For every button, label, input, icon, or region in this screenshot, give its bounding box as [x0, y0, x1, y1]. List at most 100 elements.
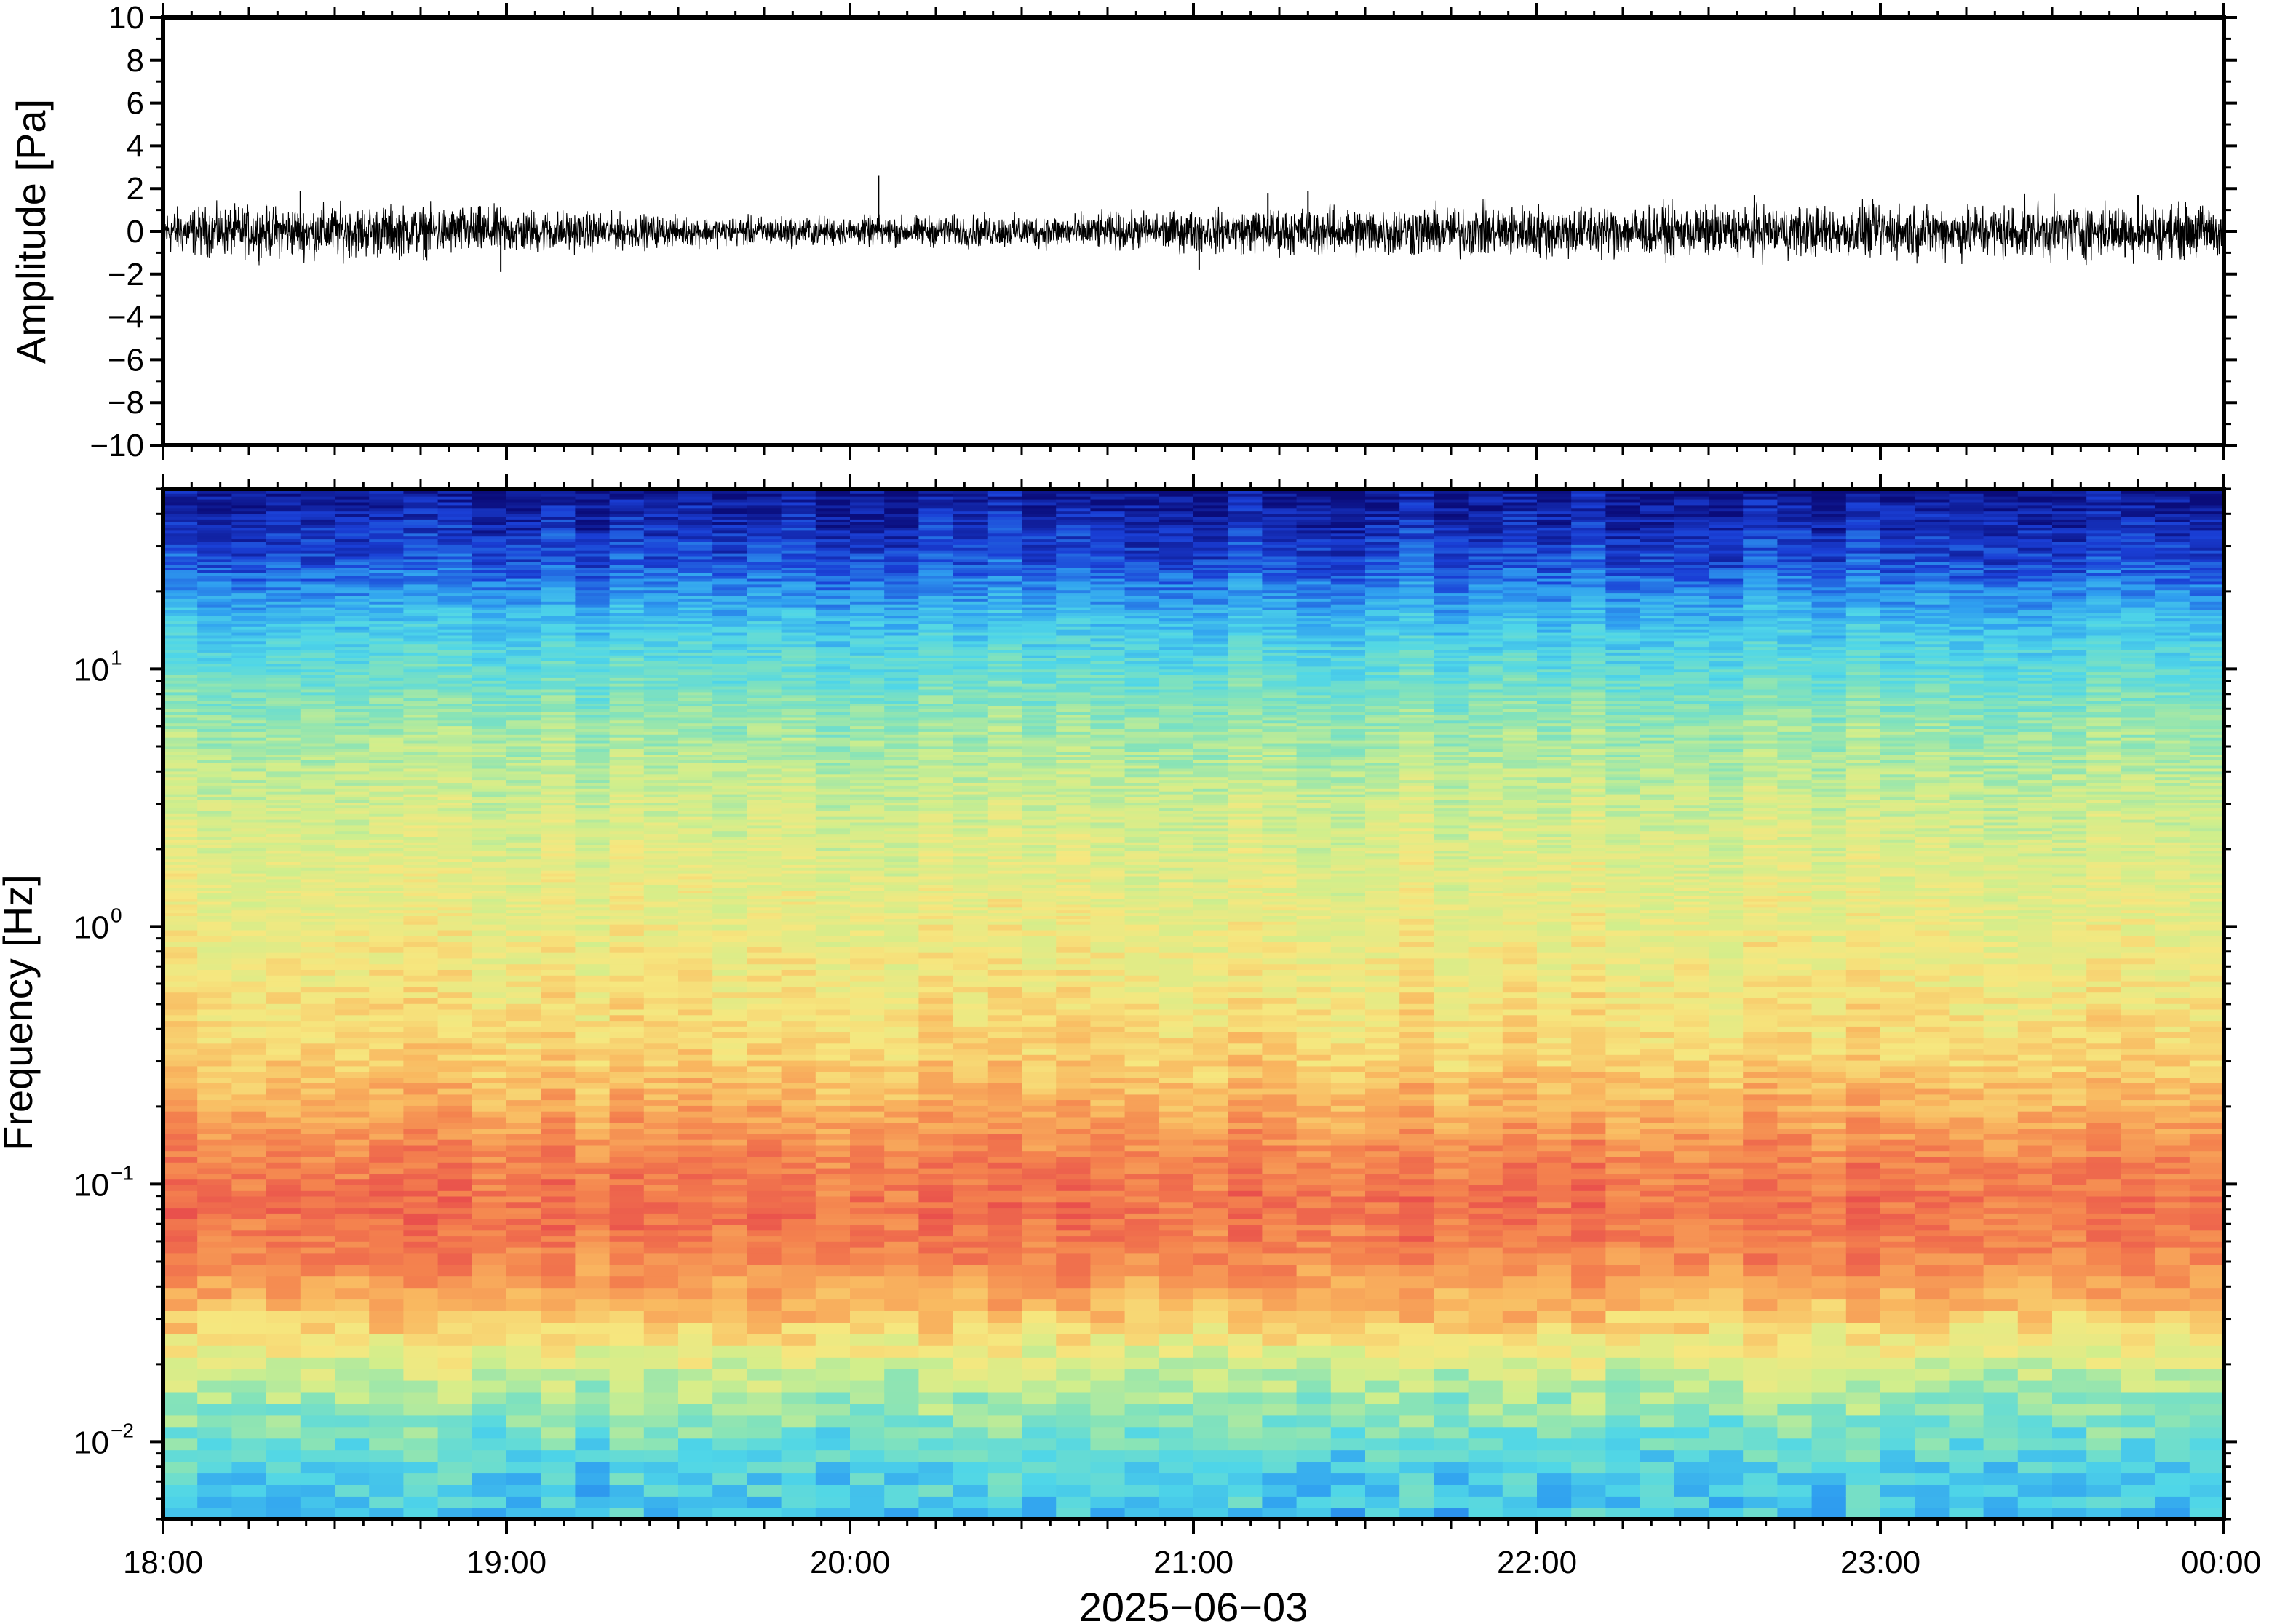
- spectrogram-cell: [643, 992, 679, 998]
- spectrogram-cell: [300, 824, 335, 829]
- spectrogram-cell: [575, 1094, 611, 1101]
- spectrogram-cell: [266, 501, 301, 506]
- spectrogram-cell: [781, 992, 816, 998]
- spectrogram-cell: [643, 536, 679, 540]
- spectrogram-cell: [609, 947, 645, 953]
- spectrogram-cell: [781, 754, 816, 757]
- spectrogram-cell: [437, 1077, 473, 1083]
- spectrogram-cell: [609, 1105, 645, 1112]
- spectrogram-cell: [335, 1230, 370, 1237]
- spectrogram-cell: [300, 570, 335, 573]
- spectrogram-cell: [643, 1105, 679, 1112]
- spectrogram-cell: [747, 621, 782, 624]
- spectrogram-cell: [643, 544, 679, 548]
- spectrogram-cell: [403, 947, 439, 953]
- spectrogram-cell: [437, 558, 473, 562]
- spectrogram-cell: [850, 1230, 885, 1237]
- spectrogram-cell: [197, 1438, 233, 1451]
- spectrogram-cell: [541, 544, 576, 548]
- spectrogram-cell: [369, 788, 405, 792]
- spectrogram-cell: [163, 1179, 198, 1185]
- spectrogram-cell: [712, 637, 748, 642]
- spectrogram-cell: [403, 1116, 439, 1123]
- spectrogram-cell: [506, 887, 541, 891]
- spectrogram-cell: [197, 793, 233, 797]
- spectrogram-cell: [472, 589, 507, 594]
- spectrogram-cell: [231, 1264, 267, 1277]
- spectrogram-cell: [575, 796, 611, 800]
- spectrogram-cell: [850, 1110, 885, 1118]
- spectrogram-cell: [163, 1173, 198, 1180]
- spectrogram-cell: [781, 547, 816, 551]
- spectrogram-cell: [472, 1391, 507, 1404]
- spectrogram-cell: [506, 1008, 541, 1016]
- spectrogram-cell: [747, 522, 782, 525]
- spectrogram-cell: [472, 788, 507, 792]
- spectrogram-cell: [747, 516, 782, 520]
- spectrogram-cell: [678, 958, 713, 965]
- spectrogram-cell: [609, 1287, 645, 1300]
- spectrogram-cell: [850, 1368, 885, 1381]
- spectrogram-cell: [163, 827, 198, 832]
- spectrogram-cell: [712, 498, 748, 503]
- spectrogram-cell: [712, 941, 748, 947]
- spectrogram-cell: [781, 952, 816, 959]
- spectrogram-cell: [163, 915, 198, 919]
- spectrogram-cell: [403, 796, 439, 800]
- spectrogram-cell: [815, 1162, 851, 1169]
- spectrogram-cell: [506, 507, 541, 512]
- spectrogram-cell: [403, 691, 439, 696]
- spectrogram-cell: [781, 1116, 816, 1123]
- spectrogram-cell: [712, 1048, 748, 1055]
- spectrogram-cell: [403, 1213, 439, 1219]
- spectrogram-cell: [747, 1224, 782, 1231]
- spectrogram-cell: [163, 1139, 198, 1146]
- spectrogram-cell: [678, 827, 713, 832]
- spectrogram-cell: [403, 872, 439, 877]
- spectrogram-cell: [300, 634, 335, 639]
- spectrogram-cell: [335, 1438, 370, 1451]
- spectrogram-cell: [781, 1426, 816, 1439]
- spectrogram-cell: [197, 760, 233, 763]
- spectrogram-cell: [197, 1334, 233, 1346]
- spectrogram-cell: [369, 785, 405, 789]
- spectrogram-cell: [541, 893, 576, 896]
- spectrogram-cell: [541, 739, 576, 744]
- spectrogram-cell: [541, 685, 576, 690]
- spectrogram-cell: [163, 796, 198, 800]
- spectrogram-cell: [335, 672, 370, 675]
- spectrogram-cell: [575, 519, 611, 522]
- spectrogram-cell: [231, 717, 267, 721]
- spectrogram-cell: [163, 584, 198, 588]
- spectrogram-cell: [231, 663, 267, 667]
- spectrogram-cell: [300, 754, 335, 757]
- spectrogram-cell: [335, 839, 370, 843]
- spectrogram-cell: [506, 1150, 541, 1157]
- spectrogram-cell: [643, 1145, 679, 1152]
- spectrogram-cell: [541, 1110, 576, 1118]
- spectrogram-cell: [437, 601, 473, 605]
- spectrogram-cell: [781, 691, 816, 696]
- spectrogram-cell: [403, 1145, 439, 1152]
- spectrogram-cell: [541, 504, 576, 509]
- spectrogram-cell: [472, 1368, 507, 1381]
- spectrogram-cell: [369, 779, 405, 783]
- spectrogram-cell: [506, 742, 541, 747]
- spectrogram-cell: [472, 1105, 507, 1112]
- spectrogram-cell: [815, 1150, 851, 1157]
- spectrogram-cell: [403, 685, 439, 690]
- spectrogram-cell: [403, 1380, 439, 1393]
- spectrogram-cell: [300, 581, 335, 585]
- spectrogram-cell: [403, 1449, 439, 1462]
- spectrogram-cell: [335, 1246, 370, 1254]
- spectrogram-cell: [506, 1167, 541, 1174]
- spectrogram-cell: [266, 842, 301, 845]
- spectrogram-cell: [197, 649, 233, 653]
- spectrogram-cell: [712, 1195, 748, 1203]
- spectrogram-cell: [403, 555, 439, 560]
- spectrogram-cell: [197, 808, 233, 811]
- spectrogram-cell: [678, 575, 713, 579]
- spectrogram-cell: [643, 1201, 679, 1209]
- spectrogram-cell: [163, 958, 198, 965]
- spectrogram-cell: [266, 748, 301, 752]
